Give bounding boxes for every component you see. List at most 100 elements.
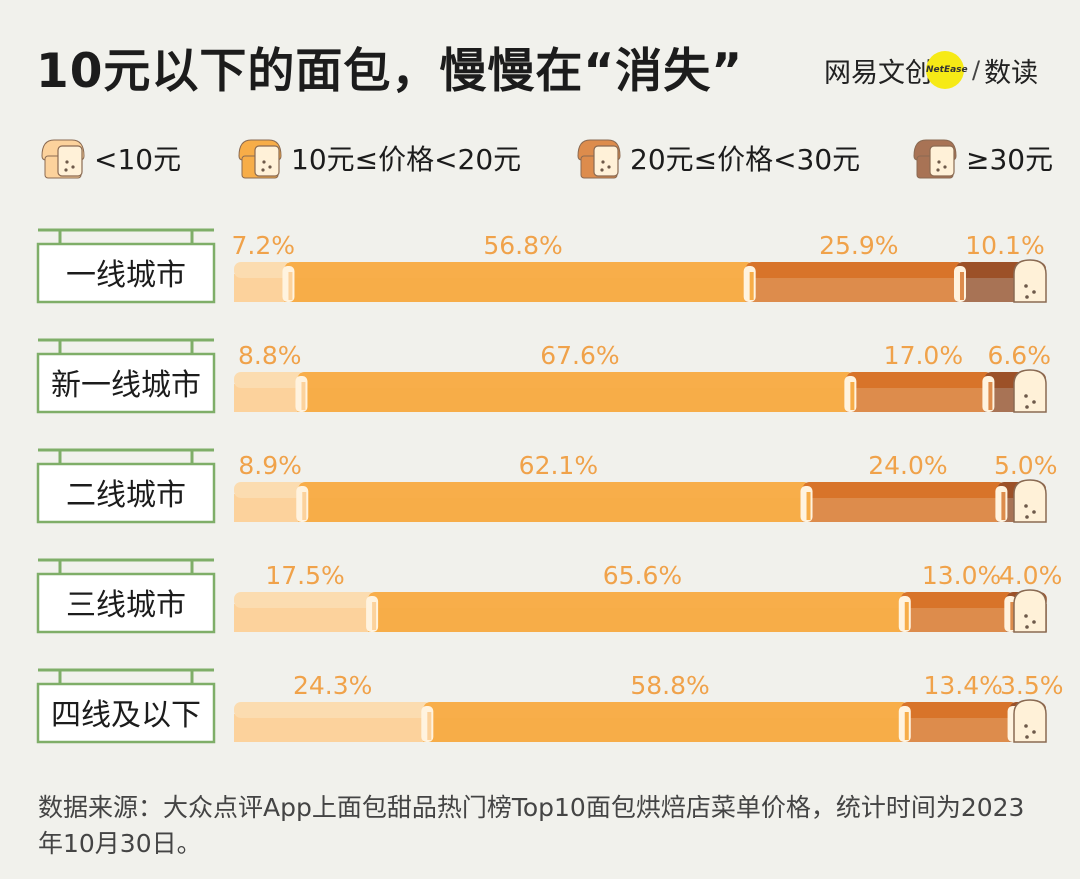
bread-crumb-dot xyxy=(1025,405,1029,409)
bar-segment-divider xyxy=(749,272,754,300)
bar-segment-crust xyxy=(846,372,993,388)
bar-segment-divider xyxy=(959,272,964,300)
bread-crumb-dot xyxy=(1025,735,1029,739)
data-label: 24.3% xyxy=(293,671,372,700)
stacked-bar-chart: 一线城市 7.2% 56.8% 25.9% 10.1% 新一线城市 8.8% 67.6% 17.… xyxy=(36,228,1064,744)
bread-crumb-dot xyxy=(1032,290,1036,294)
legend-label: ≥30元 xyxy=(966,143,1054,176)
bread-crumb-dot xyxy=(1025,515,1029,519)
data-label: 8.9% xyxy=(238,451,302,480)
bar-segment-divider xyxy=(1001,492,1006,520)
bar-segment-crust xyxy=(423,702,909,718)
data-label: 17.5% xyxy=(265,561,344,590)
bar-segment-divider xyxy=(850,382,855,410)
bar-segment-crust xyxy=(298,482,811,498)
brand-logo: 网易文创 NetEase / 数读 xyxy=(824,50,1038,90)
bar-segment xyxy=(297,384,855,412)
bread-end-icon xyxy=(1013,699,1047,743)
bar-segment-crust xyxy=(900,592,1015,608)
bar-segment xyxy=(284,274,754,302)
data-label: 67.6% xyxy=(540,341,619,370)
bar-segment-divider xyxy=(288,272,293,300)
bread-icon xyxy=(577,139,621,179)
bar-segment xyxy=(234,384,306,412)
bar-segment-crust xyxy=(234,262,293,278)
bar-segment xyxy=(234,494,307,522)
legend-item-under-10: <10元 xyxy=(38,136,181,180)
source-note: 数据来源：大众点评App上面包甜品热门榜Top10面包烘焙店菜单价格，统计时间为… xyxy=(38,793,1025,858)
bread-crumb-dot xyxy=(1032,400,1036,404)
bread-crumb-dot xyxy=(1025,625,1029,629)
data-label: 17.0% xyxy=(884,341,963,370)
bread-crumb-dot xyxy=(1032,510,1036,514)
bar-segment xyxy=(900,714,1018,742)
brand-sub: 数读 xyxy=(984,57,1039,89)
bar-segment xyxy=(368,604,909,632)
category-label: 新一线城市 xyxy=(51,368,201,403)
category-sign xyxy=(36,462,216,524)
data-label: 7.2% xyxy=(231,231,295,260)
category-label: 一线城市 xyxy=(66,258,186,293)
bread-icon xyxy=(238,139,282,179)
bar-segment-divider xyxy=(372,602,377,630)
bar-segment-crust xyxy=(297,372,855,388)
data-label: 13.4% xyxy=(923,671,1002,700)
legend-item-over-30: ≥30元 xyxy=(910,136,1053,180)
data-label: 24.0% xyxy=(868,451,947,480)
bar-segment xyxy=(423,714,909,742)
bar-segment xyxy=(900,604,1015,632)
bar-segment xyxy=(846,384,993,412)
bread-end-icon xyxy=(1013,369,1047,413)
legend-label: 20元≤价格<30元 xyxy=(630,143,861,176)
bar-segment-crust xyxy=(234,482,307,498)
bar-segment xyxy=(234,604,377,632)
category-label: 二线城市 xyxy=(66,478,186,513)
bar-segment-divider xyxy=(302,492,307,520)
bar-segment-divider xyxy=(904,712,909,740)
bar-segment-crust xyxy=(802,482,1006,498)
bread-icon xyxy=(41,139,85,179)
data-label: 13.0% xyxy=(922,561,1001,590)
bar-segment-crust xyxy=(234,592,377,608)
category-label: 四线及以下 xyxy=(51,698,201,733)
data-label: 65.6% xyxy=(603,561,682,590)
category-label: 三线城市 xyxy=(66,588,186,623)
bread-crumb-dot xyxy=(1024,284,1028,288)
legend-label: 10元≤价格<20元 xyxy=(291,143,522,176)
bar-segment-crust xyxy=(234,702,432,718)
bread-crumb-dot xyxy=(1032,730,1036,734)
bread-end-icon xyxy=(1013,589,1047,633)
bread-crumb-dot xyxy=(1032,620,1036,624)
legend-label: <10元 xyxy=(94,143,182,176)
bar-segment-divider xyxy=(1010,602,1015,630)
bread-crumb-dot xyxy=(1024,724,1028,728)
bread-end-icon xyxy=(1013,479,1047,523)
bread-end-icon xyxy=(1013,259,1047,303)
bar-segment-crust xyxy=(284,262,754,278)
data-label: 10.1% xyxy=(965,231,1044,260)
bread-icon xyxy=(913,139,957,179)
brand-name: 网易文创 xyxy=(824,57,932,89)
bar-segment-crust xyxy=(368,592,909,608)
bread-crumb-dot xyxy=(1024,614,1028,618)
bar-segment-crust xyxy=(234,372,306,388)
data-label: 56.8% xyxy=(483,231,562,260)
bar-segment-divider xyxy=(427,712,432,740)
bar-segment-divider xyxy=(988,382,993,410)
legend-item-20-to-30: 20元≤价格<30元 xyxy=(574,136,860,180)
category-sign xyxy=(36,242,216,304)
data-label: 25.9% xyxy=(819,231,898,260)
bar-segment-divider xyxy=(806,492,811,520)
bar-segment xyxy=(802,494,1006,522)
brand-badge: NetEase xyxy=(926,51,968,89)
data-label: 4.0% xyxy=(999,561,1063,590)
data-label: 8.8% xyxy=(238,341,302,370)
bar-segment xyxy=(745,274,964,302)
data-label: 58.8% xyxy=(630,671,709,700)
page-title: 10元以下的面包，慢慢在“消失” xyxy=(36,44,744,99)
bar-segment-crust xyxy=(745,262,964,278)
category-sign xyxy=(36,572,216,634)
bar-segment xyxy=(234,714,432,742)
data-label: 5.0% xyxy=(994,451,1058,480)
category-sign xyxy=(36,682,216,744)
